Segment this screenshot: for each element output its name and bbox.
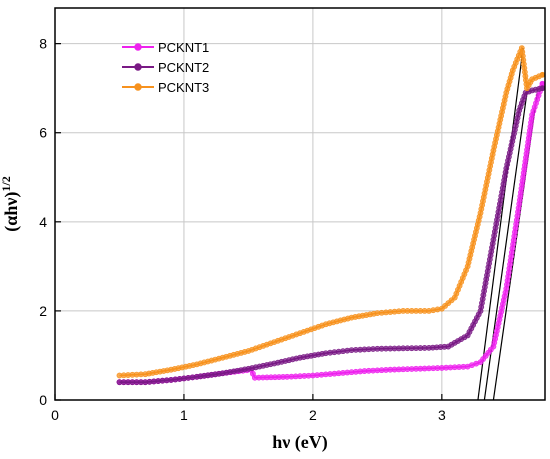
series-pcknt3 — [116, 44, 546, 379]
y-axis-label-superscript: 1/2 — [0, 176, 13, 191]
y-tick-label: 6 — [39, 125, 47, 141]
plot-frame — [54, 7, 546, 401]
legend-swatch-marker — [134, 63, 142, 71]
x-tick-label: 3 — [438, 407, 446, 423]
legend-item-pcknt2: PCKNT2 — [122, 60, 209, 75]
y-tick-label: 4 — [39, 214, 47, 230]
legend-label: PCKNT3 — [158, 80, 209, 95]
y-axis-label: (αhν)1/2 — [0, 176, 22, 231]
data-point — [539, 71, 546, 78]
x-tick-label: 1 — [180, 407, 188, 423]
series-line — [119, 83, 544, 383]
x-tick-label: 2 — [309, 407, 317, 423]
legend: PCKNT1 PCKNT2 PCKNT3 — [122, 40, 209, 95]
series-layer — [116, 44, 546, 386]
fit-lines — [477, 48, 538, 401]
fit-line-pcknt3 — [477, 48, 524, 401]
legend-label: PCKNT1 — [158, 40, 209, 55]
axis-ticks: 0 1 2 3 0 2 4 6 8 — [39, 36, 446, 423]
x-axis-label: hν (eV) — [272, 432, 328, 453]
legend-swatch-marker — [134, 43, 142, 51]
legend-label: PCKNT2 — [158, 60, 209, 75]
y-tick-label: 8 — [39, 36, 47, 52]
x-tick-label: 0 — [51, 407, 59, 423]
legend-swatch-marker — [134, 83, 142, 91]
legend-item-pcknt3: PCKNT3 — [122, 80, 209, 95]
y-axis-label-base: (αhν) — [1, 192, 22, 232]
data-point — [539, 85, 546, 92]
legend-item-pcknt1: PCKNT1 — [122, 40, 209, 55]
series-pcknt1 — [116, 80, 546, 386]
y-tick-label: 2 — [39, 303, 47, 319]
series-pcknt2 — [116, 85, 546, 386]
y-tick-label: 0 — [39, 392, 47, 408]
